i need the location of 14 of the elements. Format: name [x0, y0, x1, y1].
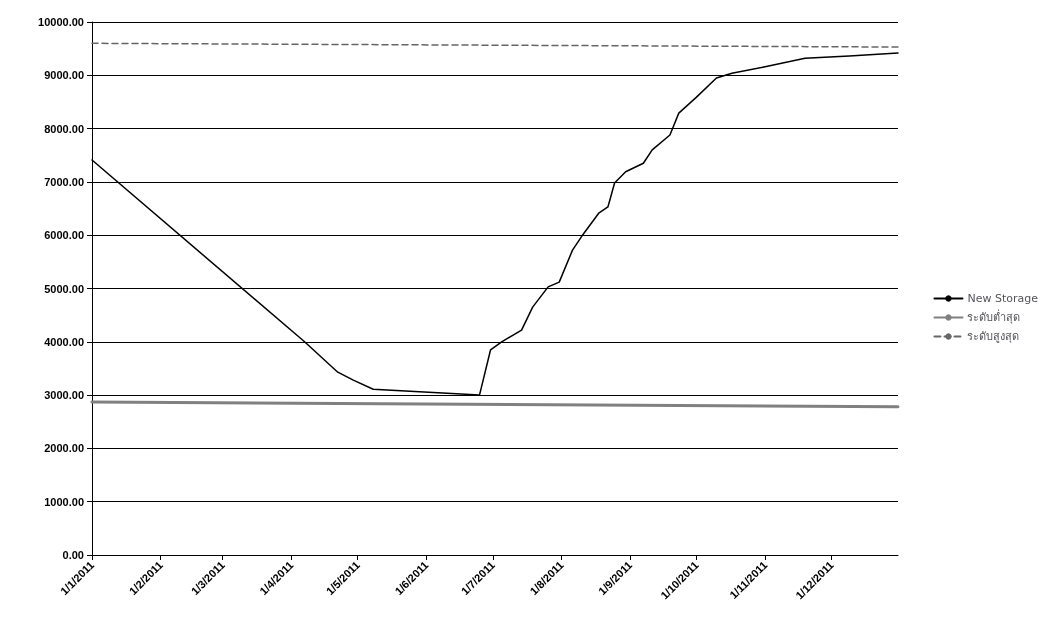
legend-label: ระดับต่ำสุด	[967, 309, 1021, 324]
legend-label: New Storage	[967, 292, 1039, 305]
y-tick-label: 4000.00	[44, 335, 84, 348]
y-tick-label: 8000.00	[44, 122, 84, 135]
y-tick-label: 1000.00	[44, 495, 84, 508]
y-tick-label: 9000.00	[44, 69, 84, 82]
y-tick-label: 6000.00	[44, 229, 84, 242]
y-tick-label: 3000.00	[44, 389, 84, 402]
y-tick-label: 10000.00	[38, 16, 84, 28]
y-tick-label: 7000.00	[44, 175, 84, 188]
y-tick-label: 5000.00	[44, 282, 84, 295]
y-tick-label: 0.00	[62, 549, 84, 561]
legend-label: ระดับสูงสุด	[967, 330, 1020, 343]
y-tick-label: 2000.00	[44, 442, 84, 455]
